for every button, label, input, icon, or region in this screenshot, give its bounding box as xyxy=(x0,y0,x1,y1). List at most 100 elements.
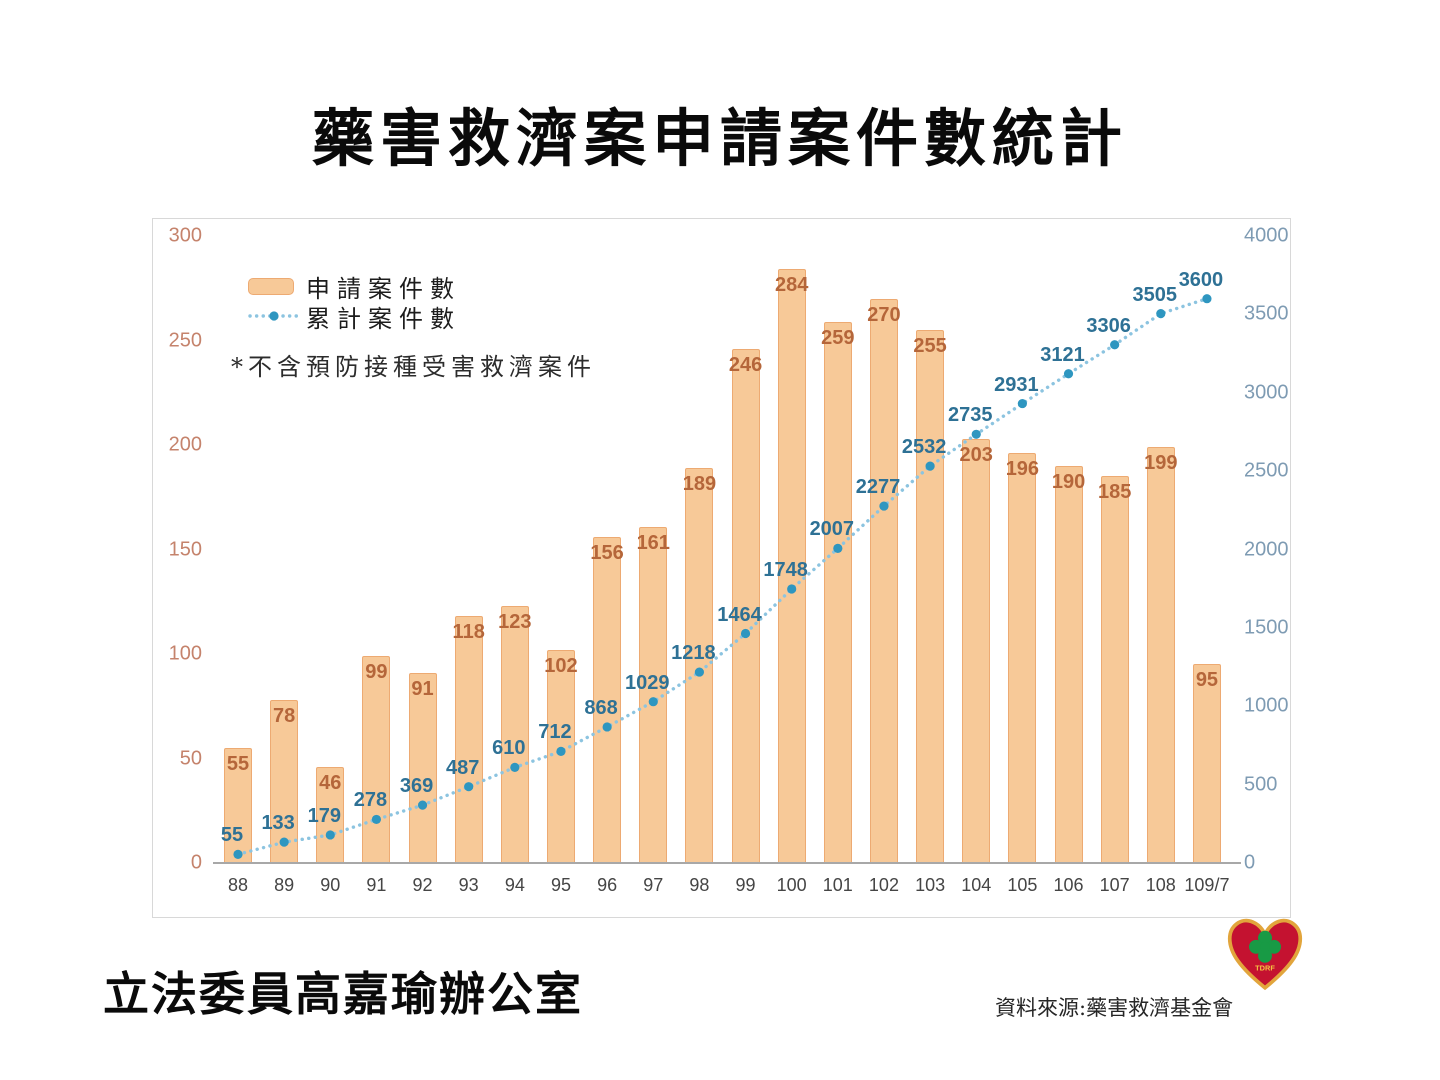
bar xyxy=(1100,476,1129,863)
x-axis-label: 102 xyxy=(868,875,899,895)
chart: 0 50 100 150 200 250 300 0 500 1000 1500 2000 2500 30… xyxy=(152,218,1291,918)
bar-value-label: 156 xyxy=(590,541,624,564)
bar-value-label: 102 xyxy=(544,654,578,677)
x-axis-label: 95 xyxy=(550,875,571,895)
cumulative-value-label: 3600 xyxy=(1178,268,1224,291)
x-axis-label: 99 xyxy=(735,875,756,895)
x-axis-label: 90 xyxy=(320,875,341,895)
bar-value-label: 123 xyxy=(498,610,532,633)
bar-value-label: 270 xyxy=(867,303,901,326)
line-marker xyxy=(833,543,843,554)
cumulative-value-label: 3121 xyxy=(1040,343,1085,366)
left-axis-tick: 100 xyxy=(168,642,202,665)
line-marker xyxy=(925,461,935,471)
cumulative-value-label: 2277 xyxy=(855,476,901,499)
left-axis-tick: 250 xyxy=(168,329,202,351)
x-axis-label: 88 xyxy=(227,875,249,895)
line-marker xyxy=(1063,369,1074,379)
line-marker xyxy=(602,722,612,732)
cumulative-line xyxy=(233,294,1212,859)
page-title: 藥害救濟案申請案件數統計 xyxy=(311,102,1128,175)
left-axis-tick: 300 xyxy=(168,224,202,247)
bar xyxy=(962,438,991,863)
x-axis-label: 100 xyxy=(776,875,807,895)
legend-label: 申請案件數 xyxy=(306,274,461,303)
bar xyxy=(1146,447,1175,863)
line-marker xyxy=(787,584,797,594)
line-marker xyxy=(648,697,658,707)
x-axis-label: 106 xyxy=(1053,875,1084,895)
cumulative-value-label: 3505 xyxy=(1132,283,1178,306)
bar xyxy=(1008,453,1037,863)
bar-swatch-icon xyxy=(248,277,294,295)
green-clover-icon xyxy=(1249,930,1281,963)
left-axis-tick: 50 xyxy=(179,747,202,769)
dotted-line-swatch-icon xyxy=(248,311,300,321)
logo-text: TDRF xyxy=(1255,964,1275,973)
line-marker xyxy=(464,782,474,792)
bar-value-label: 255 xyxy=(913,335,947,358)
legend: 申請案件數 累計案件數 xyxy=(248,271,461,333)
right-axis-tick: 2500 xyxy=(1244,459,1289,482)
right-axis-tick: 3000 xyxy=(1244,381,1289,404)
cumulative-value-label: 133 xyxy=(261,812,295,835)
x-axis-label: 104 xyxy=(961,875,992,895)
bar-value-label: 55 xyxy=(226,753,250,776)
left-axis-tick: 200 xyxy=(168,433,202,456)
x-axis-label: 97 xyxy=(643,875,664,895)
bar xyxy=(916,330,945,863)
cumulative-value-label: 1748 xyxy=(763,559,808,581)
x-axis-label: 98 xyxy=(689,875,710,895)
x-axis-label: 108 xyxy=(1145,875,1176,895)
right-axis-tick: 500 xyxy=(1244,773,1278,796)
right-axis-tick: 1000 xyxy=(1244,694,1289,717)
cumulative-value-label: 487 xyxy=(446,756,480,779)
right-axis-tick: 3500 xyxy=(1244,302,1289,325)
cumulative-value-label: 868 xyxy=(584,696,618,719)
x-axis-label: 94 xyxy=(504,875,525,895)
bar xyxy=(316,766,345,863)
cumulative-value-label: 2532 xyxy=(901,436,947,459)
cumulative-value-label: 2931 xyxy=(994,373,1039,396)
bar-value-label: 91 xyxy=(411,677,434,700)
line-marker xyxy=(371,814,382,825)
bar xyxy=(362,656,391,863)
x-axis-label: 105 xyxy=(1007,875,1038,895)
line-marker xyxy=(1110,340,1120,350)
cumulative-value-label: 55 xyxy=(220,824,244,847)
bar xyxy=(639,526,668,863)
tdrf-heart-logo: TDRF xyxy=(1227,918,1303,991)
cumulative-value-label: 2007 xyxy=(809,518,855,541)
right-axis-tick: 0 xyxy=(1244,851,1256,874)
bar-value-label: 284 xyxy=(774,274,809,297)
bar xyxy=(224,748,252,863)
line-marker xyxy=(694,667,705,677)
cumulative-value-label: 1029 xyxy=(625,671,670,694)
x-axis-label: 92 xyxy=(412,875,433,895)
bar xyxy=(454,616,483,863)
left-axis-tick: 0 xyxy=(190,851,202,874)
right-axis-tick: 2000 xyxy=(1244,538,1289,560)
left-axis-tick: 150 xyxy=(168,538,202,560)
bar-value-label: 118 xyxy=(452,621,485,644)
cumulative-value-label: 1218 xyxy=(671,642,716,665)
x-axis-label: 96 xyxy=(597,875,618,895)
line-marker xyxy=(1017,398,1027,409)
x-axis-label: 101 xyxy=(822,875,853,895)
bar-value-label: 185 xyxy=(1097,481,1132,504)
bar xyxy=(408,672,437,863)
line-marker xyxy=(556,746,566,756)
bar-value-label: 99 xyxy=(365,661,388,684)
bar-value-label: 95 xyxy=(1195,669,1219,692)
line-marker xyxy=(325,830,335,840)
line-marker xyxy=(417,800,428,810)
office-footer: 立法委員高嘉瑜辦公室 xyxy=(103,967,583,1021)
bar xyxy=(869,298,898,863)
x-axis-label: 109/7 xyxy=(1184,875,1230,895)
right-axis-tick: 4000 xyxy=(1244,224,1289,247)
bar-value-label: 196 xyxy=(1005,458,1040,481)
x-axis-label: 93 xyxy=(458,875,479,895)
line-marker xyxy=(879,501,889,511)
cumulative-value-label: 712 xyxy=(538,721,572,744)
